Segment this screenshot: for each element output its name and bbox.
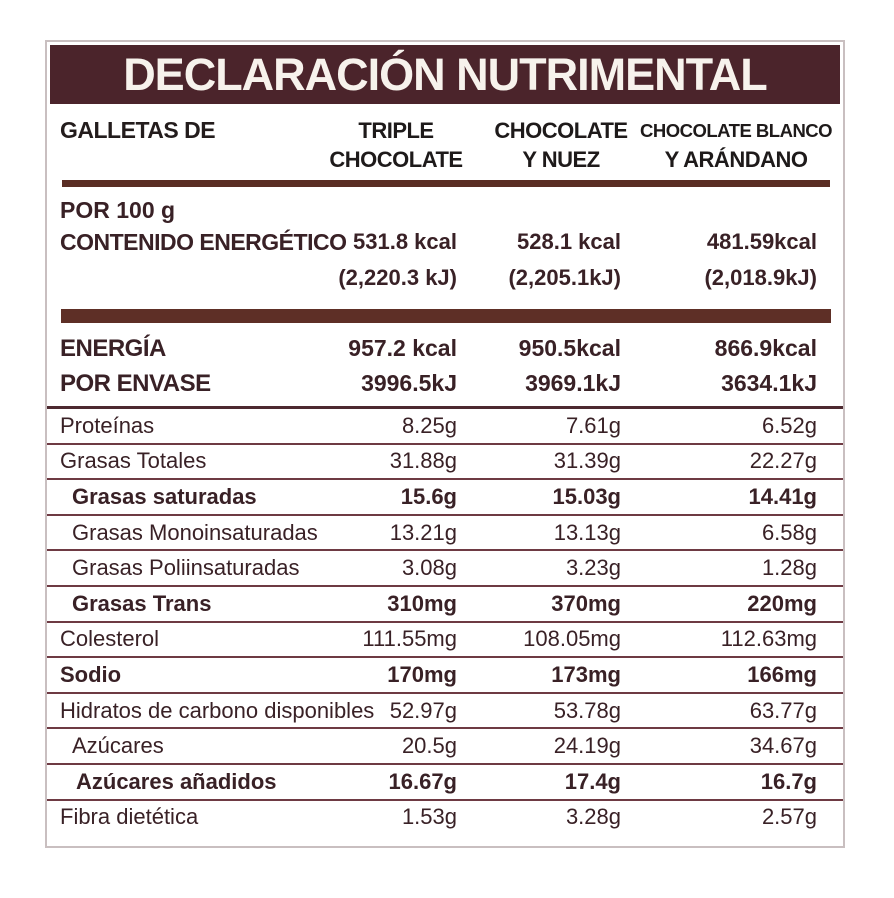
value-cell: 53.78g — [553, 697, 621, 723]
value-cell: 52.97g — [389, 697, 457, 723]
nutrient-label: Grasas Monoinsaturadas — [72, 519, 318, 545]
column-header-line: CHOCOLATE — [494, 118, 628, 143]
energy-100g-label: CONTENIDO ENERGÉTICO — [60, 228, 347, 255]
value-cell: 220mg — [747, 590, 817, 616]
nutrient-row: Fibra dietética 1.53g 3.28g 2.57g — [47, 798, 843, 835]
nutrient-label: Proteínas — [60, 412, 155, 438]
value-cell: 20.5g — [401, 733, 457, 759]
nutrient-row: Colesterol 111.55mg 108.05mg 112.63mg — [47, 620, 843, 657]
energy-100g-kj-row: (2,220.3 kJ) (2,205.1kJ) (2,018.9kJ) — [47, 259, 843, 297]
value-cell: 2.57g — [761, 804, 817, 830]
nutrition-label: DECLARACIÓN NUTRIMENTAL GALLETAS DE TRIP… — [45, 40, 845, 849]
value-cell: 3.08g — [401, 555, 457, 581]
column-header-chocolate-nuez: CHOCOLATE Y NUEZ — [482, 116, 640, 174]
value-cell: 16.7g — [760, 768, 817, 794]
value-cell: 957.2 kcal — [348, 335, 457, 361]
value-cell: 13.13g — [553, 519, 621, 545]
value-cell: (2,205.1kJ) — [508, 265, 621, 290]
per-100g-heading: POR 100 g — [60, 197, 176, 223]
nutrient-label: Azúcares añadidos — [76, 768, 277, 794]
value-cell: 14.41g — [748, 483, 818, 509]
nutrient-row: Grasas saturadas 15.6g 15.03g 14.41g — [47, 478, 843, 514]
value-cell: 6.52g — [761, 412, 817, 438]
value-cell: 17.4g — [564, 768, 621, 794]
value-cell: 6.58g — [761, 519, 817, 545]
nutrient-label: Azúcares — [72, 733, 164, 759]
per-envase-section: ENERGÍA 957.2 kcal 950.5kcal 866.9kcal P… — [47, 323, 843, 401]
value-cell: 531.8 kcal — [353, 229, 457, 254]
column-header-line: CHOCOLATE BLANCO — [640, 120, 833, 141]
nutrient-row: Sodio 170mg 173mg 166mg — [47, 656, 843, 692]
value-cell: (2,018.9kJ) — [704, 265, 817, 290]
nutrient-label: Sodio — [60, 661, 122, 687]
header-row-label: GALLETAS DE — [60, 117, 216, 143]
value-cell: 1.53g — [401, 804, 457, 830]
value-cell: 3996.5kJ — [361, 370, 457, 396]
nutrient-row: Proteínas 8.25g 7.61g 6.52g — [47, 406, 843, 443]
value-cell: 173mg — [551, 661, 621, 687]
nutrient-label: Hidratos de carbono disponibles — [60, 697, 375, 723]
value-cell: 481.59kcal — [706, 229, 817, 254]
column-header-line: TRIPLE — [358, 118, 434, 143]
value-cell: 13.21g — [389, 519, 457, 545]
column-header-line: CHOCOLATE — [329, 147, 463, 172]
nutrient-row: Azúcares 20.5g 24.19g 34.67g — [47, 727, 843, 763]
nutrient-label: Fibra dietética — [60, 804, 199, 830]
value-cell: 1.28g — [761, 555, 817, 581]
nutrient-label: Colesterol — [60, 626, 160, 652]
column-header-triple-chocolate: TRIPLE CHOCOLATE — [310, 116, 482, 174]
nutrient-row: Azúcares añadidos 16.67g 17.4g 16.7g — [47, 762, 843, 799]
value-cell: 112.63mg — [720, 626, 817, 652]
por-envase-label: POR ENVASE — [60, 369, 211, 397]
nutrient-row: Grasas Trans 310mg 370mg 220mg — [47, 584, 843, 621]
value-cell: 528.1 kcal — [517, 229, 621, 254]
value-cell: 866.9kcal — [714, 335, 817, 361]
value-cell: 15.6g — [400, 483, 457, 509]
value-cell: 111.55mg — [362, 626, 457, 652]
title-band: DECLARACIÓN NUTRIMENTAL — [50, 45, 840, 104]
value-cell: 16.67g — [388, 768, 458, 794]
value-cell: 370mg — [551, 590, 621, 616]
value-cell: 3.28g — [565, 804, 621, 830]
energy-envase-kj-row: POR ENVASE 3996.5kJ 3969.1kJ 3634.1kJ — [47, 366, 843, 401]
nutrient-label: Grasas Trans — [72, 590, 212, 616]
nutrient-label: Grasas Totales — [60, 448, 207, 474]
value-cell: 166mg — [747, 661, 817, 687]
nutrient-label: Grasas saturadas — [72, 483, 257, 509]
value-cell: 22.27g — [749, 448, 817, 474]
energia-label: ENERGÍA — [60, 334, 166, 362]
nutrient-row: Grasas Monoinsaturadas 13.21g 13.13g 6.5… — [47, 513, 843, 550]
section-divider-bar — [61, 309, 831, 323]
header-rule — [62, 180, 830, 187]
page-title: DECLARACIÓN NUTRIMENTAL — [123, 48, 768, 100]
value-cell: 3634.1kJ — [721, 370, 817, 396]
nutrient-row: Hidratos de carbono disponibles 52.97g 5… — [47, 691, 843, 728]
energy-100g-kcal-row: CONTENIDO ENERGÉTICO 531.8 kcal 528.1 kc… — [47, 225, 843, 259]
value-cell: 3.23g — [565, 555, 621, 581]
value-cell: (2,220.3 kJ) — [338, 265, 457, 290]
value-cell: 63.77g — [749, 697, 817, 723]
value-cell: 310mg — [387, 590, 457, 616]
value-cell: 3969.1kJ — [525, 370, 621, 396]
nutrient-row: Grasas Totales 31.88g 31.39g 22.27g — [47, 442, 843, 479]
nutrient-table: Proteínas 8.25g 7.61g 6.52g Grasas Total… — [47, 406, 843, 834]
column-header-blanco-arandano: CHOCOLATE BLANCO Y ARÁNDANO — [640, 116, 833, 174]
value-cell: 7.61g — [565, 412, 621, 438]
value-cell: 170mg — [387, 661, 457, 687]
value-cell: 8.25g — [401, 412, 457, 438]
value-cell: 108.05mg — [523, 626, 621, 652]
nutrient-row: Grasas Poliinsaturadas 3.08g 3.23g 1.28g — [47, 549, 843, 585]
value-cell: 31.39g — [553, 448, 621, 474]
nutrient-label: Grasas Poliinsaturadas — [72, 555, 300, 581]
value-cell: 24.19g — [553, 733, 621, 759]
column-header-line: Y ARÁNDANO — [664, 147, 808, 172]
variety-header-row: GALLETAS DE TRIPLE CHOCOLATE CHOCOLATE Y… — [47, 104, 843, 176]
energy-envase-kcal-row: ENERGÍA 957.2 kcal 950.5kcal 866.9kcal — [47, 331, 843, 366]
column-header-line: Y NUEZ — [522, 147, 600, 172]
value-cell: 15.03g — [552, 483, 622, 509]
value-cell: 34.67g — [749, 733, 817, 759]
value-cell: 31.88g — [389, 448, 457, 474]
value-cell: 950.5kcal — [518, 335, 621, 361]
